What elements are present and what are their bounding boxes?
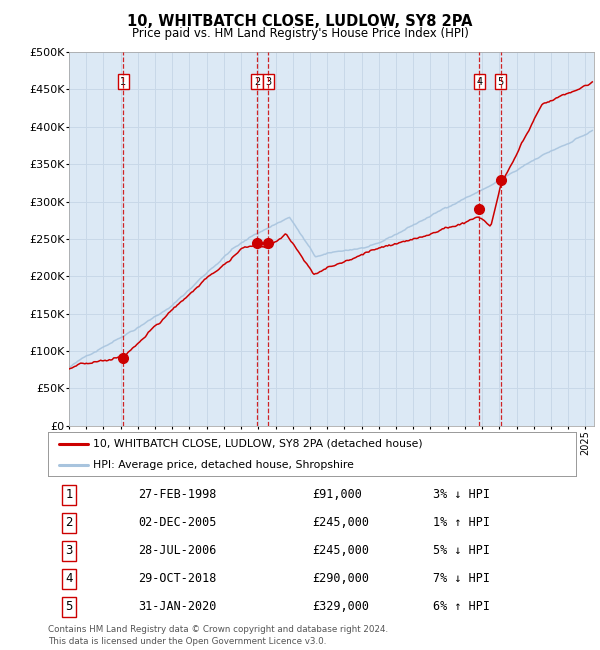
Text: This data is licensed under the Open Government Licence v3.0.: This data is licensed under the Open Gov…: [48, 637, 326, 646]
Text: 10, WHITBATCH CLOSE, LUDLOW, SY8 2PA: 10, WHITBATCH CLOSE, LUDLOW, SY8 2PA: [127, 14, 473, 29]
Text: 31-JAN-2020: 31-JAN-2020: [138, 601, 216, 614]
Text: 29-OCT-2018: 29-OCT-2018: [138, 573, 216, 586]
Text: 5: 5: [497, 77, 504, 87]
Text: Price paid vs. HM Land Registry's House Price Index (HPI): Price paid vs. HM Land Registry's House …: [131, 27, 469, 40]
Text: 10, WHITBATCH CLOSE, LUDLOW, SY8 2PA (detached house): 10, WHITBATCH CLOSE, LUDLOW, SY8 2PA (de…: [93, 439, 422, 448]
Text: 2: 2: [65, 516, 73, 529]
Text: £329,000: £329,000: [312, 601, 369, 614]
Text: 3: 3: [265, 77, 271, 87]
Text: 2: 2: [254, 77, 260, 87]
Text: 28-JUL-2006: 28-JUL-2006: [138, 545, 216, 558]
Text: 7% ↓ HPI: 7% ↓ HPI: [433, 573, 490, 586]
Text: £245,000: £245,000: [312, 516, 369, 529]
Text: 02-DEC-2005: 02-DEC-2005: [138, 516, 216, 529]
Text: 1: 1: [65, 489, 73, 502]
Text: 1% ↑ HPI: 1% ↑ HPI: [433, 516, 490, 529]
Text: 4: 4: [476, 77, 482, 87]
Text: 4: 4: [65, 573, 73, 586]
Text: 3: 3: [65, 545, 73, 558]
Text: £245,000: £245,000: [312, 545, 369, 558]
Text: £91,000: £91,000: [312, 489, 362, 502]
Text: HPI: Average price, detached house, Shropshire: HPI: Average price, detached house, Shro…: [93, 460, 354, 470]
Text: Contains HM Land Registry data © Crown copyright and database right 2024.: Contains HM Land Registry data © Crown c…: [48, 625, 388, 634]
Text: 5% ↓ HPI: 5% ↓ HPI: [433, 545, 490, 558]
Text: 5: 5: [65, 601, 73, 614]
Text: 27-FEB-1998: 27-FEB-1998: [138, 489, 216, 502]
Text: 3% ↓ HPI: 3% ↓ HPI: [433, 489, 490, 502]
Text: 1: 1: [120, 77, 126, 87]
Text: 6% ↑ HPI: 6% ↑ HPI: [433, 601, 490, 614]
Text: £290,000: £290,000: [312, 573, 369, 586]
